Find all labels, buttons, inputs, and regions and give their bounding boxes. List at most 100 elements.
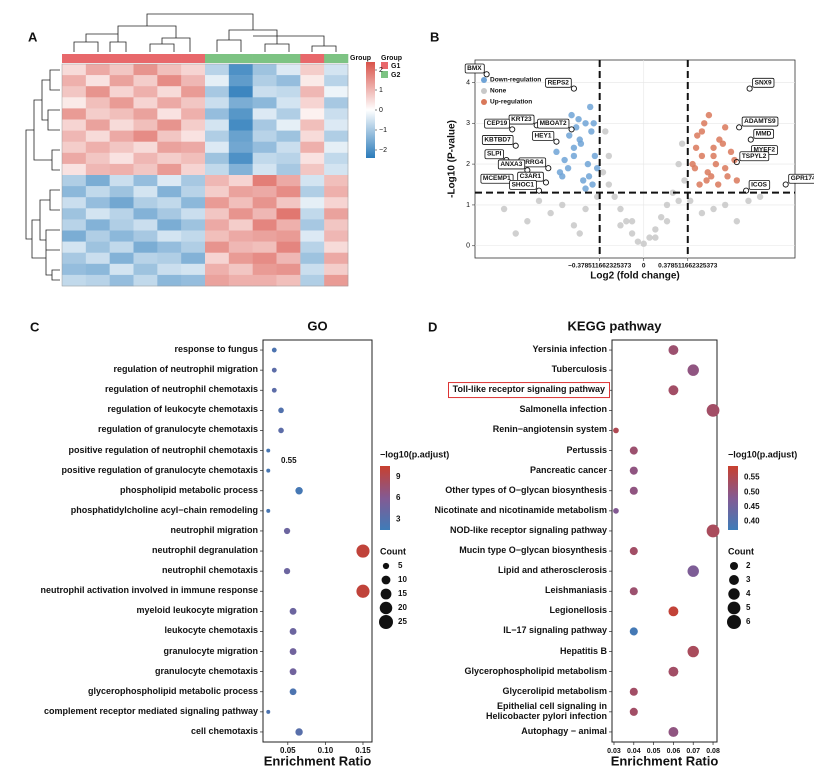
heat-cell: [324, 274, 349, 287]
heat-cell: [109, 252, 134, 265]
size-legend-label: 4: [746, 589, 751, 598]
heat-cell: [324, 219, 349, 231]
heat-cell: [62, 130, 87, 142]
label-box: [545, 77, 572, 88]
point: [691, 164, 699, 172]
heat-cell: [157, 274, 182, 287]
heat-cell: [109, 108, 134, 120]
point: [715, 181, 722, 188]
gene-label-text: KBTBD7: [484, 136, 511, 143]
dot: [668, 666, 679, 677]
category-label: Leishmaniasis: [544, 585, 607, 596]
point: [712, 160, 720, 168]
heat-cell: [181, 141, 206, 154]
point: [733, 218, 741, 225]
point: [745, 197, 752, 205]
x-tick-label: 0.15: [355, 746, 371, 755]
dot: [266, 448, 271, 453]
heat-cell: [300, 208, 325, 220]
heat-cell: [157, 197, 182, 209]
heat-cell: [276, 219, 301, 231]
gene-label-text: PRRG4: [521, 159, 544, 166]
heat-cell: [62, 241, 87, 253]
point: [733, 177, 741, 184]
heat-cell: [85, 108, 110, 120]
dot: [266, 468, 271, 473]
heat-cell: [85, 219, 110, 231]
category-label: Pancreatic cancer: [529, 464, 607, 475]
heat-cell: [324, 108, 349, 120]
heat-cell: [205, 197, 230, 209]
category-label: neutrophil degranulation: [152, 545, 258, 556]
labeled-point: [568, 126, 575, 133]
heat-cell: [205, 108, 230, 120]
heat-cell: [157, 130, 182, 142]
heat-cell: [252, 263, 277, 276]
dot: [266, 709, 271, 714]
label-box: [532, 130, 555, 141]
heat-cell: [300, 175, 325, 187]
category-label: regulation of neutrophil chemotaxis: [104, 384, 258, 395]
point: [701, 120, 708, 127]
heat-cell: [133, 75, 158, 87]
point: [694, 132, 701, 139]
labeled-point: [545, 165, 552, 172]
category-label: phospholipid metabolic process: [119, 484, 258, 495]
labeled-point: [542, 179, 550, 186]
labeled-point: [553, 138, 560, 145]
category-label: Lipid and atherosclerosis: [497, 565, 607, 576]
gene-label-text: BMX: [467, 65, 482, 72]
point: [593, 164, 601, 172]
gene-label: MMD: [753, 128, 775, 139]
x-tick-label: 0.03: [607, 748, 621, 755]
colorbar-tick-label: 1: [379, 87, 383, 94]
point: [640, 240, 647, 247]
x-axis-title: Log2 (fold change): [590, 271, 679, 282]
heat-cell: [181, 208, 206, 220]
category-label: regulation of leukocyte chemotaxis: [107, 404, 258, 415]
label-box: [752, 77, 775, 88]
x-axis-title: Enrichment Ratio: [611, 753, 719, 767]
dot: [356, 544, 370, 558]
size-legend-marker: [381, 575, 391, 585]
point: [721, 201, 729, 209]
heat-cell: [228, 230, 253, 242]
heat-cell: [181, 197, 206, 209]
point: [652, 234, 659, 241]
group-cell: [228, 54, 253, 63]
heat-cell: [109, 274, 134, 287]
gene-label: ICOS: [748, 179, 771, 190]
category-label: regulation of granulocyte chemotaxis: [97, 424, 258, 435]
heat-cell: [157, 141, 182, 154]
heat-cell: [205, 175, 230, 187]
legend-marker: [481, 77, 487, 83]
heat-cell: [252, 197, 277, 209]
heat-cell: [62, 230, 87, 242]
size-legend-marker: [379, 615, 393, 629]
point: [652, 226, 659, 233]
size-legend-label: 10: [398, 575, 407, 584]
point: [719, 140, 727, 147]
heat-cell: [324, 175, 349, 187]
heat-cell: [109, 230, 134, 242]
heat-cell: [252, 119, 277, 131]
heat-cell: [300, 86, 325, 98]
heat-cell: [133, 208, 158, 220]
heat-cell: [252, 163, 277, 176]
labeled-point: [782, 181, 789, 188]
heat-cell: [181, 263, 206, 276]
dot: [289, 648, 297, 655]
heat-cell: [228, 186, 253, 198]
category-label: complement receptor mediated signaling p…: [43, 705, 258, 716]
chart-title: KEGG pathway: [568, 318, 663, 333]
heat-cell: [133, 197, 158, 209]
category-label: myeloid leukocyte migration: [136, 605, 258, 616]
heat-cell: [85, 130, 110, 142]
point: [587, 103, 594, 111]
size-legend-label: 15: [398, 589, 407, 598]
colorbar-tick-label: −1: [379, 127, 387, 134]
size-legend-marker: [728, 588, 740, 600]
heat-cell: [228, 119, 253, 131]
category-label: Mucin type O−glycan biosynthesis: [459, 545, 607, 556]
